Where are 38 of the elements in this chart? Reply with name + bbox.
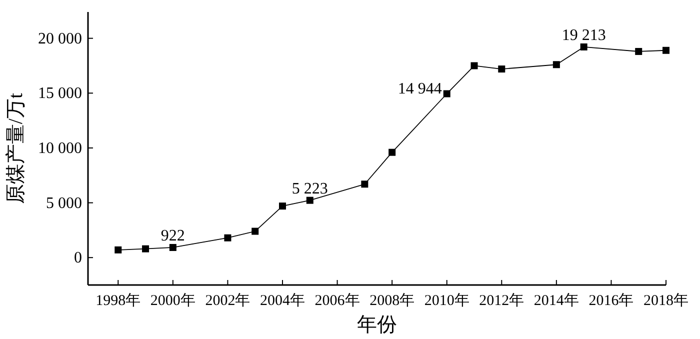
x-tick-label: 2000年 [150,292,196,309]
data-label: 5 223 [292,180,328,198]
point [552,61,560,68]
point [306,196,314,204]
data-label: 19 213 [562,26,606,44]
point [662,46,670,54]
y-tick-label: 5 000 [46,194,82,212]
x-tick-label: 1998年 [96,292,141,309]
x-tick-label: 2016年 [588,292,634,309]
x-tick-label: 2012年 [479,292,524,309]
point [470,62,478,70]
x-tick-label: 2004年 [260,292,305,309]
point [580,43,588,50]
y-tick-label: 0 [74,250,82,267]
x-tick-label: 2014年 [534,292,579,309]
x-tick-label: 2008年 [370,292,415,309]
point [498,66,506,73]
x-tick-label: 2010年 [424,292,470,309]
point [388,148,396,156]
data-label: 14 944 [398,80,442,98]
point [278,202,286,210]
y-tick-label: 20 000 [38,30,82,48]
point [142,245,150,252]
x-tick-label: 2006年 [314,292,360,309]
point [361,180,368,188]
x-tick-label: 2018年 [644,292,688,309]
y-tick-label: 15 000 [38,85,82,102]
point [443,90,450,98]
y-axis-title: 原煤产量/万t [5,92,27,204]
x-axis-title: 年份 [357,314,397,336]
y-tick-label: 10 000 [38,140,82,157]
x-tick-label: 2002年 [205,292,250,309]
point [635,48,642,55]
point [224,234,232,242]
point [252,228,259,235]
point [114,246,122,254]
data-label: 922 [160,227,185,244]
point [169,244,176,251]
